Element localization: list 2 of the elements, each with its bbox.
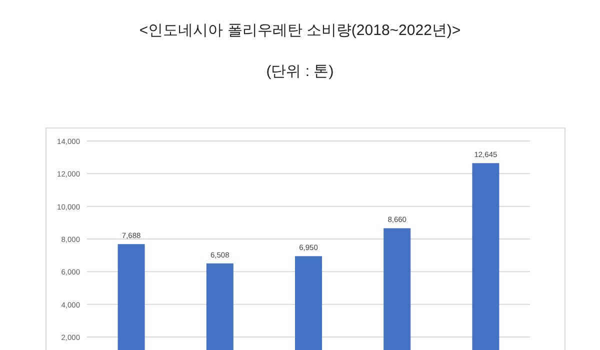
chart-title: <인도네시아 폴리우레탄 소비량(2018~2022년)>: [139, 22, 461, 39]
chart-subtitle: (단위 : 톤): [266, 63, 334, 80]
